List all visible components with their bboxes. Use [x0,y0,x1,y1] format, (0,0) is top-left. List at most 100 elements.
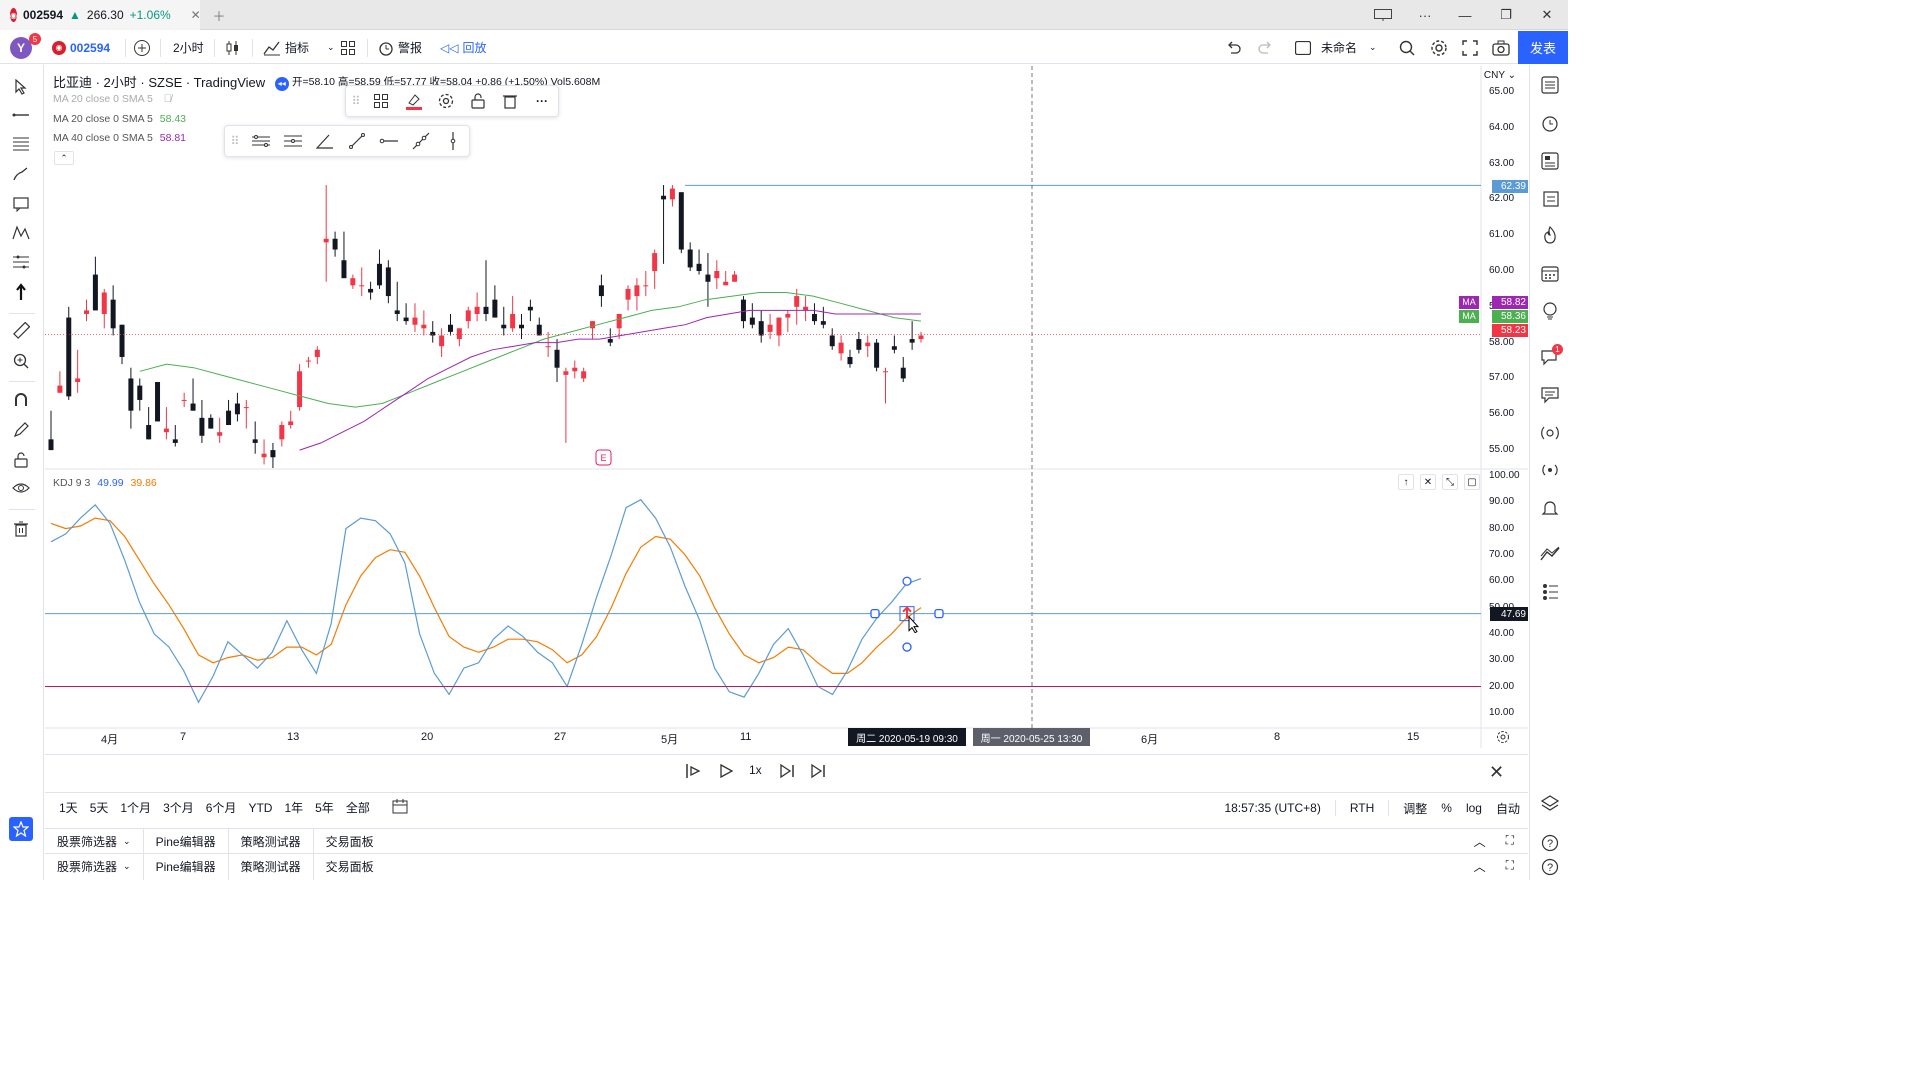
trading-panel-icon[interactable] [1538,542,1562,566]
tab-pine-editor[interactable]: Pine编辑器 [144,853,229,880]
close-window-icon[interactable]: ✕ [1541,7,1553,22]
tab-trading-panel[interactable]: 交易面板 [325,860,374,874]
magnet-icon[interactable] [9,388,33,412]
help-icon[interactable]: ? [1538,831,1562,855]
line-color-icon[interactable] [398,86,430,116]
period-button[interactable]: 1年 [284,801,304,815]
redo-icon[interactable] [1257,31,1273,64]
vertical-line-icon[interactable] [437,126,469,156]
percent-toggle[interactable]: % [1441,801,1452,815]
angle-tool-icon[interactable] [309,126,341,156]
hotlist-flame-icon[interactable] [1538,223,1562,247]
chart-type-candles-icon[interactable] [225,31,241,64]
object-tree-icon[interactable] [1538,579,1562,603]
search-icon[interactable] [1399,31,1415,64]
trend-line-icon[interactable] [341,126,373,156]
ruler-icon[interactable] [9,319,33,343]
extended-line-icon[interactable] [405,126,437,156]
move-pane-up-icon[interactable]: ↑ [1398,474,1414,490]
publish-button[interactable]: 发表 [1518,31,1568,64]
period-button[interactable]: 全部 [345,801,370,815]
eye-icon[interactable] [9,476,33,500]
hidden-eye-icon[interactable]: 👁̸ [163,93,172,105]
broadcast-icon[interactable] [1538,458,1562,482]
log-toggle[interactable]: log [1465,801,1482,815]
interval-button[interactable]: 2小时 [173,31,204,64]
chat-icon[interactable]: 1 [1538,344,1563,369]
horizontal-ray-icon[interactable] [373,126,405,156]
symbol-search-button[interactable]: ◉ 002594 [52,31,110,64]
chart-canvas[interactable]: E [45,66,1528,748]
messages-icon[interactable] [1538,383,1562,407]
calendar-icon[interactable] [1538,261,1562,285]
more-options-icon[interactable]: ··· [1418,7,1432,23]
adjust-toggle[interactable]: 调整 [1403,801,1428,816]
layout-name-button[interactable]: 未命名 ⌄ [1295,31,1377,64]
chevron-up-icon[interactable]: ︿ [1473,835,1486,849]
arrow-up-icon[interactable] [9,280,33,304]
play-icon[interactable] [718,763,734,782]
layout-icon[interactable] [1372,6,1394,24]
tab-close-icon[interactable]: ✕ [190,8,201,22]
maximize-pane-icon[interactable]: ▢ [1464,474,1480,490]
maximize-panel-icon[interactable]: ⛶ [1505,858,1514,872]
tab-trading-panel[interactable]: 交易面板 [325,835,374,849]
brush-icon[interactable] [9,162,33,186]
lock-icon[interactable] [9,448,33,472]
period-button[interactable]: 1个月 [120,801,152,815]
close-replay-icon[interactable]: ✕ [1489,762,1505,782]
notifications-bell-icon[interactable] [1538,496,1562,520]
ma1-legend[interactable]: MA 20 close 0 SMA 5 👁̸ [53,93,172,105]
auto-toggle[interactable]: 自动 [1495,801,1520,816]
chevron-up-icon[interactable]: ︿ [1473,860,1486,874]
watchlist-icon[interactable] [1538,73,1562,97]
unlock-icon[interactable] [462,86,494,116]
cursor-icon[interactable] [9,75,33,99]
gear-icon[interactable] [1496,730,1510,747]
symbol-title[interactable]: 比亚迪 · 2小时 · SZSE · TradingView ◂◂ [53,72,289,91]
gear-icon[interactable] [430,86,462,116]
jump-to-realtime-icon[interactable] [810,763,828,782]
compare-add-icon[interactable] [133,31,151,64]
drag-handle-icon[interactable]: ⠿ [351,94,361,108]
new-tab-icon[interactable]: ＋ [212,8,226,24]
maximize-panel-icon[interactable]: ⛶ [1505,833,1514,847]
clock-time[interactable]: 18:57:35 (UTC+8) [1224,801,1321,815]
zoom-in-icon[interactable] [9,349,33,373]
ideas-bulb-icon[interactable] [1538,299,1562,323]
trash-icon[interactable] [9,517,33,541]
period-button[interactable]: YTD [248,800,273,815]
period-button[interactable]: 1天 [59,801,78,815]
regression-channel-icon[interactable] [277,126,309,156]
replay-speed-button[interactable]: 1x [749,763,762,777]
indicators-button[interactable]: 指标 ⌄ [263,31,335,64]
tab-pine-editor[interactable]: Pine编辑器 [144,828,229,855]
tab-strategy-tester[interactable]: 策略测试器 [229,828,314,855]
data-window-icon[interactable] [1538,186,1562,210]
trash-icon[interactable] [494,86,526,116]
help-icon-duplicate[interactable]: ? [1538,855,1562,879]
collapse-legend-chevron-icon[interactable]: ⌃ [54,151,74,165]
minimize-icon[interactable]: — [1458,7,1472,23]
more-horizontal-icon[interactable]: ··· [536,94,548,108]
pattern-icon[interactable] [9,221,33,245]
step-forward-icon[interactable] [778,763,796,782]
session-rth[interactable]: RTH [1349,801,1375,815]
period-button[interactable]: 6个月 [205,801,237,815]
text-annotation-icon[interactable] [9,192,33,216]
news-icon[interactable] [1538,149,1562,173]
ma3-legend[interactable]: MA 40 close 0 SMA 5 58.81 [53,132,186,144]
kdj-legend[interactable]: KDJ 9 3 49.99 39.86 [53,477,157,489]
stay-in-drawing-mode-icon[interactable] [9,418,33,442]
date-range-calendar-icon[interactable] [392,798,408,817]
prediction-icon[interactable] [9,250,33,274]
templates-icon[interactable] [366,86,398,116]
tab-strategy-tester[interactable]: 策略测试器 [229,853,314,880]
camera-icon[interactable] [1492,31,1510,64]
select-bar-icon[interactable] [685,763,703,782]
fullscreen-icon[interactable] [1462,31,1478,64]
currency-selector[interactable]: CNY ⌄ [1483,70,1516,81]
user-avatar[interactable]: Y 5 [10,31,41,64]
alert-button[interactable]: 警报 [378,31,422,64]
restore-icon[interactable]: ❐ [1500,7,1512,22]
